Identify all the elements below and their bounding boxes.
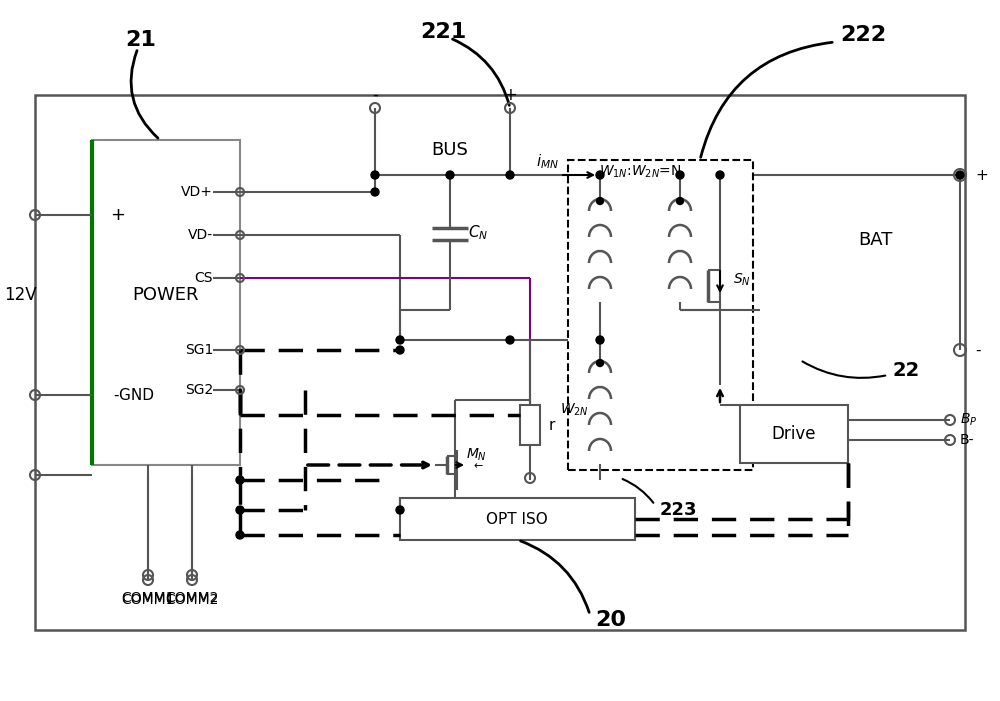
Text: 12V: 12V (4, 286, 36, 304)
Circle shape (716, 171, 724, 179)
Circle shape (236, 476, 244, 484)
Bar (568, 160, 753, 470)
Text: VD+: VD+ (181, 185, 213, 199)
Text: 221: 221 (420, 22, 466, 42)
Text: SG1: SG1 (185, 343, 213, 357)
Text: $\leftarrow$: $\leftarrow$ (471, 460, 483, 470)
Text: 22: 22 (892, 360, 919, 379)
Circle shape (371, 171, 379, 179)
Text: POWER: POWER (133, 286, 199, 304)
Bar (520, 405, 540, 445)
Text: VD-: VD- (188, 228, 213, 242)
Circle shape (956, 171, 964, 179)
Text: +: + (110, 206, 126, 224)
Text: +: + (975, 168, 988, 182)
Circle shape (236, 531, 244, 539)
Text: BUS: BUS (432, 141, 468, 159)
Bar (92, 140, 240, 465)
Circle shape (596, 336, 604, 344)
Circle shape (676, 198, 684, 205)
Circle shape (396, 346, 404, 354)
Text: r: r (549, 418, 555, 433)
Circle shape (236, 506, 244, 514)
Text: 20: 20 (595, 610, 626, 630)
Bar (400, 498, 635, 540)
Text: +: + (503, 86, 517, 104)
Text: $i_{MN}$: $i_{MN}$ (536, 153, 560, 171)
Circle shape (396, 506, 404, 514)
Text: -: - (975, 343, 980, 358)
Circle shape (596, 198, 604, 205)
Text: CS: CS (194, 271, 213, 285)
Text: $S_N$: $S_N$ (733, 272, 751, 288)
Circle shape (596, 171, 604, 179)
Text: Drive: Drive (772, 425, 816, 443)
Circle shape (396, 336, 404, 344)
Text: COMM1: COMM1 (121, 591, 175, 605)
Text: $W_{2N}$: $W_{2N}$ (560, 402, 589, 418)
Bar (740, 405, 848, 463)
Text: 21: 21 (125, 30, 156, 50)
Circle shape (506, 336, 514, 344)
Text: 222: 222 (840, 25, 886, 45)
Text: 223: 223 (660, 501, 698, 519)
Text: $B_P$: $B_P$ (960, 411, 977, 428)
Text: COMM1: COMM1 (121, 593, 175, 607)
Circle shape (676, 171, 684, 179)
Text: $C_N$: $C_N$ (468, 224, 488, 243)
Text: -GND: -GND (113, 388, 154, 402)
Circle shape (446, 171, 454, 179)
Circle shape (371, 188, 379, 196)
Text: COMM2: COMM2 (165, 591, 219, 605)
Text: $M_N$: $M_N$ (466, 447, 488, 463)
Text: -: - (372, 86, 378, 104)
Text: BAT: BAT (858, 231, 892, 249)
Text: SG2: SG2 (185, 383, 213, 397)
Circle shape (596, 360, 604, 367)
Text: COMM2: COMM2 (165, 593, 219, 607)
Text: OPT ISO: OPT ISO (486, 512, 548, 526)
Circle shape (506, 171, 514, 179)
Text: $W_{1N}$:$W_{2N}$=N: $W_{1N}$:$W_{2N}$=N (599, 164, 681, 180)
Bar (35, 95, 965, 630)
Text: B-: B- (960, 433, 974, 447)
